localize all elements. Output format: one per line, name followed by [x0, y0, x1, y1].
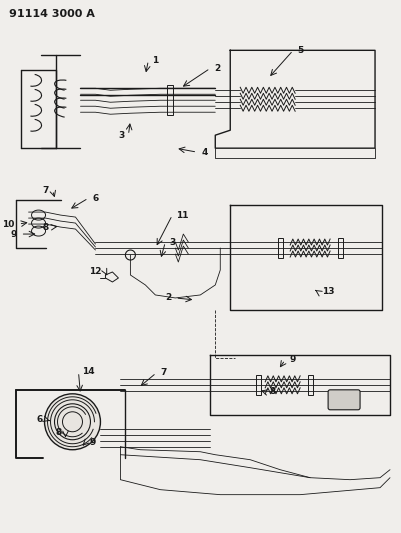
- FancyBboxPatch shape: [328, 390, 360, 410]
- Text: 91114 3000 A: 91114 3000 A: [8, 10, 95, 19]
- Text: 10: 10: [2, 220, 14, 229]
- Text: 4: 4: [201, 148, 208, 157]
- Bar: [256, 375, 261, 395]
- Text: 9: 9: [289, 356, 296, 365]
- Text: 9: 9: [10, 230, 16, 239]
- Text: 6: 6: [93, 193, 99, 203]
- Text: 12: 12: [89, 268, 101, 277]
- Text: 3: 3: [169, 238, 176, 247]
- Text: 3: 3: [118, 131, 124, 140]
- Bar: [277, 238, 283, 258]
- Text: 7: 7: [160, 368, 167, 377]
- Circle shape: [45, 394, 100, 450]
- Text: 8: 8: [42, 223, 49, 231]
- Bar: [308, 375, 313, 395]
- Text: 9: 9: [89, 438, 96, 447]
- Text: 6: 6: [36, 415, 43, 424]
- Text: 13: 13: [322, 287, 334, 296]
- Text: 11: 11: [176, 211, 189, 220]
- Text: 14: 14: [83, 367, 95, 376]
- Text: 8: 8: [55, 428, 61, 437]
- Text: 8: 8: [269, 387, 275, 397]
- Bar: [338, 238, 342, 258]
- Text: 7: 7: [42, 185, 49, 195]
- Text: 2: 2: [214, 64, 221, 73]
- Text: 1: 1: [152, 56, 159, 65]
- Text: 2: 2: [165, 294, 171, 302]
- Bar: [167, 85, 173, 115]
- Text: 5: 5: [297, 46, 304, 55]
